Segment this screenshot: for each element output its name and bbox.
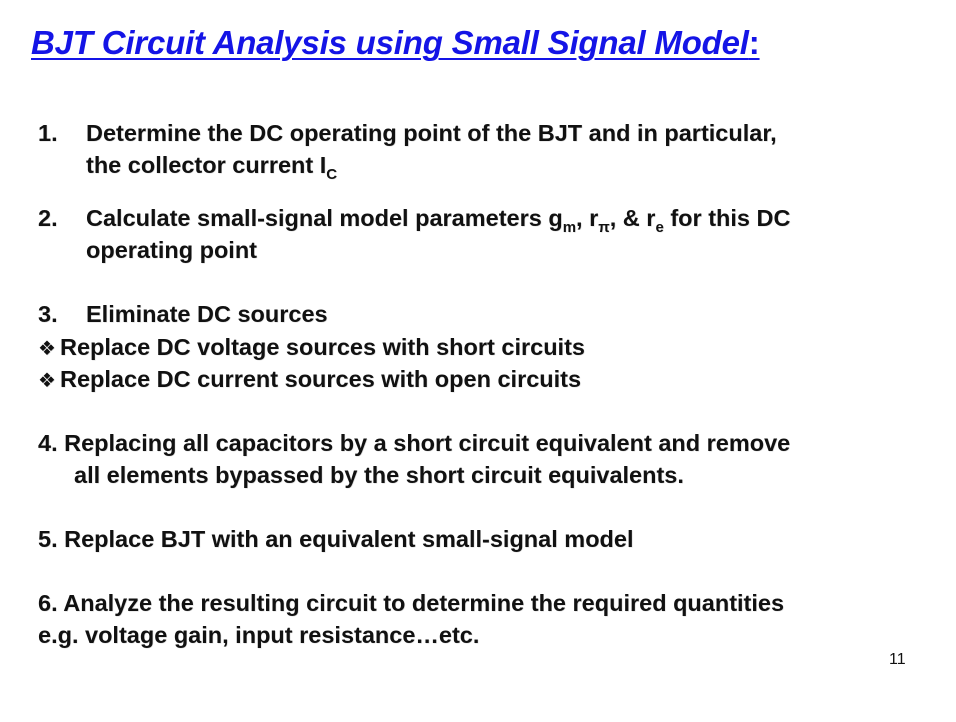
- step-5-line: 5. Replace BJT with an equivalent small-…: [38, 523, 634, 555]
- step-2-text-2: operating point: [86, 237, 258, 263]
- step-3-bullet-1-text: Replace DC voltage sources with short ci…: [60, 334, 585, 360]
- step-4-line-2: all elements bypassed by the short circu…: [74, 459, 684, 491]
- step-4-text-1: 4. Replacing all capacitors by a short c…: [38, 430, 791, 456]
- step-2-subscript-e: e: [655, 219, 664, 236]
- step-2-subscript-m: m: [562, 219, 577, 236]
- slide-title-colon: :: [748, 24, 760, 61]
- step-2-text-a: Calculate small-signal model parameters …: [86, 205, 563, 231]
- step-6-line-2: e.g. voltage gain, input resistance…etc.: [38, 619, 479, 651]
- step-3-line: 3. Eliminate DC sources: [38, 298, 328, 330]
- slide-title-text: BJT Circuit Analysis using Small Signal …: [31, 24, 749, 61]
- step-2-number: 2.: [38, 205, 58, 231]
- diamond-bullet-icon: ❖: [38, 370, 56, 392]
- step-4-text-2: all elements bypassed by the short circu…: [74, 462, 684, 488]
- slide-title: BJT Circuit Analysis using Small Signal …: [31, 24, 760, 62]
- step-1-subscript-c: C: [326, 166, 338, 183]
- step-2-text-c: , & r: [609, 205, 656, 231]
- step-3-bullet-2-text: Replace DC current sources with open cir…: [60, 366, 582, 392]
- page-number: 11: [889, 651, 906, 668]
- step-2-line-2: operating point: [86, 234, 257, 266]
- step-6-text-2: e.g. voltage gain, input resistance…etc.: [38, 622, 480, 648]
- step-1-line-1: 1. Determine the DC operating point of th…: [38, 117, 777, 149]
- step-6-text-1: 6. Analyze the resulting circuit to dete…: [38, 590, 785, 616]
- step-1-text-2: the collector current I: [86, 152, 327, 178]
- step-2-text-b: , r: [576, 205, 599, 231]
- step-3-text: Eliminate DC sources: [86, 301, 328, 327]
- step-6-line-1: 6. Analyze the resulting circuit to dete…: [38, 587, 784, 619]
- step-3-bullet-2: ❖ Replace DC current sources with open ci…: [38, 363, 581, 397]
- step-2-subscript-pi: π: [598, 219, 610, 236]
- step-3-bullet-1: ❖ Replace DC voltage sources with short c…: [38, 331, 585, 365]
- diamond-bullet-icon: ❖: [38, 338, 56, 360]
- step-2-line-1: 2. Calculate small-signal model parameter…: [38, 202, 790, 244]
- step-1-number: 1.: [38, 120, 58, 146]
- step-5-text: 5. Replace BJT with an equivalent small-…: [38, 526, 634, 552]
- step-1-text-1: Determine the DC operating point of the …: [86, 120, 777, 146]
- step-3-number: 3.: [38, 301, 58, 327]
- step-1-line-2: the collector current IC: [86, 149, 337, 191]
- step-2-text-d: for this DC: [663, 205, 791, 231]
- step-4-line-1: 4. Replacing all capacitors by a short c…: [38, 427, 790, 459]
